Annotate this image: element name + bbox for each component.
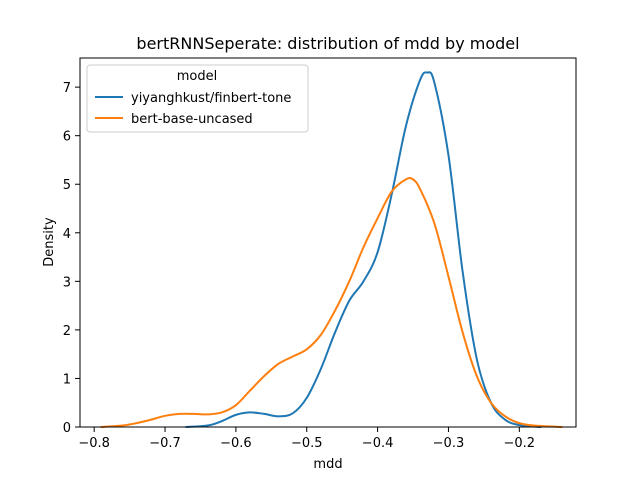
x-tick-label: −0.4: [362, 436, 394, 451]
series-line-finbert: [185, 71, 542, 428]
y-tick-label: 4: [63, 227, 71, 242]
x-tick-label: −0.6: [220, 436, 252, 451]
y-axis-label: Density: [42, 217, 57, 267]
plot-frame: [79, 57, 577, 428]
x-tick-label: −0.8: [78, 436, 110, 451]
y-tick-label: 2: [63, 324, 71, 339]
tick-layer: −0.8 −0.7 −0.6 −0.5 −0.4 −0.3 −0.2 0 1 2 3 4 5 6 7: [63, 81, 535, 451]
legend-label-finbert: yiyanghkust/finbert-tone: [131, 91, 291, 106]
y-tick-label: 6: [63, 130, 71, 145]
x-tick-label: −0.5: [291, 436, 323, 451]
legend: model yiyanghkust/finbert-tone bert-base…: [86, 64, 309, 133]
x-tick-label: −0.2: [504, 436, 536, 451]
legend-label-bert-base: bert-base-uncased: [131, 112, 253, 127]
series-layer: [100, 71, 563, 428]
x-tick-label: −0.7: [149, 436, 181, 451]
chart-title: bertRNNSeperate: distribution of mdd by …: [136, 34, 519, 53]
y-tick-label: 7: [63, 81, 71, 96]
series-line-bert-base: [100, 177, 563, 428]
x-axis-label: mdd: [313, 457, 342, 472]
x-tick-label: −0.3: [433, 436, 465, 451]
legend-title: model: [177, 69, 217, 84]
y-tick-label: 3: [63, 275, 71, 290]
y-tick-label: 5: [63, 178, 71, 193]
y-tick-label: 0: [63, 421, 71, 436]
legend-box: [86, 64, 309, 133]
y-tick-label: 1: [63, 372, 71, 387]
